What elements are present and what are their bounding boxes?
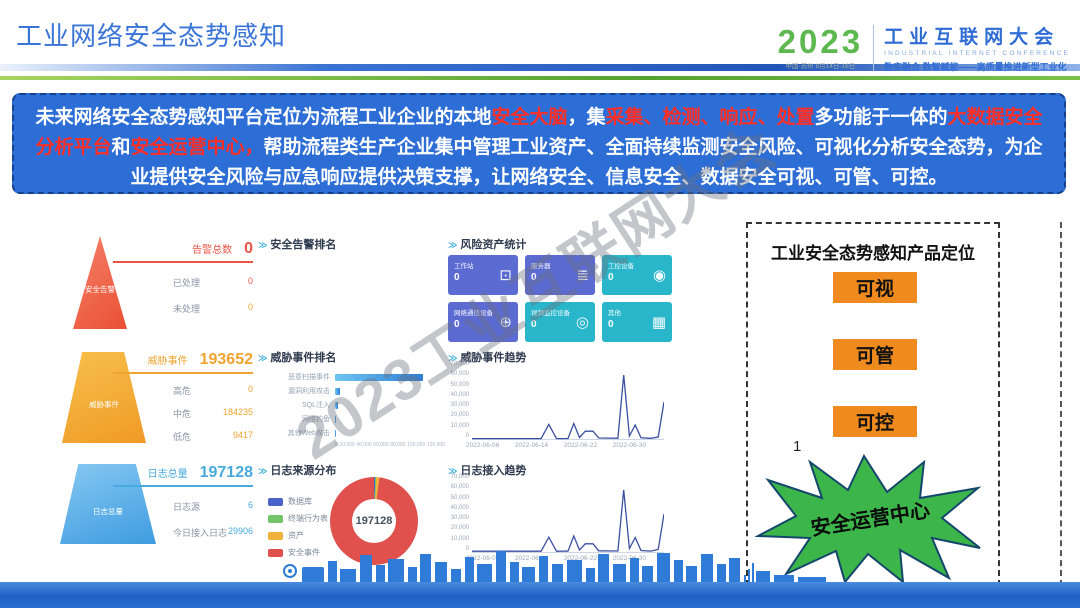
bar: [335, 415, 337, 423]
donut-legend: 数据库 终端行为表 资产 安全事件: [268, 496, 328, 564]
bar-row: 其他Web攻击: [287, 429, 336, 437]
section-title-log-trend: ≫ 日志接入趋势: [448, 465, 527, 477]
alerts-total: 0: [244, 240, 253, 257]
stat-row: 高危 0: [173, 384, 253, 396]
stat-row: 日志源 6: [173, 500, 253, 512]
stat-row: 中危 184235: [173, 407, 253, 419]
chevrons-icon: ≫: [448, 466, 458, 476]
section-title-log-source: ≫ 日志来源分布: [258, 465, 337, 477]
chevrons-icon: ≫: [448, 240, 458, 250]
alerts-pyramid-label: 安全告警: [85, 285, 115, 295]
controllable-button[interactable]: 可控: [833, 406, 917, 437]
bar: [335, 373, 423, 381]
bar: [335, 401, 338, 409]
footnote-number: 1: [793, 438, 802, 455]
city-skyline: [283, 551, 826, 583]
x-axis: 2022-06-06 2022-06-14 2022-06-22 2022-06-30: [466, 442, 646, 449]
x-axis: 2022-06-06 2022-06-14 2022-06-22 2022-06-30: [466, 555, 646, 562]
legend-item: 终端行为表: [268, 513, 328, 524]
logo-slogan: 数实融合 数智赋能——高质量推进新型工业化: [884, 62, 1067, 72]
section-title-alert-rank: ≫ 安全告警排名: [258, 239, 337, 251]
tile-server: 服务器 0 ≣: [525, 255, 595, 295]
line-plot: [472, 374, 664, 440]
visible-button[interactable]: 可视: [833, 272, 917, 303]
stat-row: 今日接入日志 29906: [173, 526, 253, 538]
threats-title: 威胁事件: [147, 356, 188, 367]
plc-device-icon: ◉: [652, 267, 666, 284]
chevrons-icon: ≫: [258, 466, 268, 476]
section-title-threat-trend: ≫ 威胁事件趋势: [448, 352, 527, 364]
legend-item: 资产: [268, 530, 328, 541]
threat-trend-chart: 70,000 60,000 50,000 40,000 30,000 20,000 10,0…: [446, 361, 664, 449]
logs-title: 日志总量: [147, 469, 188, 480]
chevrons-icon: ≫: [258, 240, 268, 250]
legend-swatch: [268, 531, 283, 540]
conference-logo: 2023 中国·苏州 8月14日-16日 工业互联网大会 INDUSTRIAL …: [778, 22, 1070, 73]
logo-name: 工业互联网大会: [884, 27, 1060, 48]
tile-network-device: 网络通信设备 0 ⊕: [448, 302, 518, 342]
others-icon: ▦: [651, 314, 666, 331]
threat-rank-bar-chart: 恶意扫描事件 漏洞利用攻击 SQL注入 网络钓鱼 其他Web攻击 0 20,000…: [260, 370, 446, 448]
legend-item: 安全事件: [268, 547, 328, 558]
threats-total: 193652: [199, 351, 253, 368]
section-title-risk-assets: ≫ 风险资产统计: [448, 239, 527, 251]
log-source-donut-chart: 197128: [330, 477, 418, 565]
legend-item: 数据库: [268, 496, 328, 507]
risk-asset-tiles: 工作站 0 ⊡ 服务器 0 ≣ 工控设备 0 ◉ 网络通信设备 0 ⊕ 视频监控…: [448, 255, 672, 342]
bar: [335, 429, 336, 437]
bar-row: 漏洞利用攻击: [260, 384, 446, 398]
chevrons-icon: ≫: [448, 353, 458, 363]
logo-name-en: INDUSTRIAL INTERNET CONFERENCE: [884, 50, 1070, 57]
footer-band: [0, 582, 1080, 608]
starburst-shape: [754, 453, 982, 584]
legend-swatch: [268, 548, 283, 557]
manageable-button[interactable]: 可管: [833, 339, 917, 370]
logo-venue: 中国·苏州 8月14日-16日: [785, 63, 856, 70]
logs-total: 197128: [199, 464, 253, 481]
tile-others: 其他 0 ▦: [602, 302, 672, 342]
logo-year: 2023: [777, 23, 864, 60]
server-icon: ≣: [576, 267, 589, 284]
threats-pyramid-label: 威胁事件: [89, 400, 119, 410]
section-title-threat-rank: ≫ 威胁事件排名: [258, 352, 337, 364]
bar-row: SQL注入: [260, 398, 446, 412]
log-trend-chart: 70,000 60,000 50,000 40,000 30,000 20,000 10,0…: [446, 474, 664, 562]
y-axis: 70,000 60,000 50,000 40,000 30,000 20,000 10,0…: [450, 474, 469, 552]
bar: [335, 387, 340, 395]
tile-camera: 视频监控设备 0 ◎: [525, 302, 595, 342]
logs-stats: 日志总量 197128 日志源 6 今日接入日志 29906: [113, 464, 253, 539]
network-device-icon: ⊕: [499, 314, 512, 331]
threats-stats: 威胁事件 193652 高危 0 中危 184235 低危 9417: [113, 351, 253, 443]
workstation-icon: ⊡: [499, 267, 512, 284]
camera-icon: ◎: [575, 314, 589, 331]
stat-row: 低危 9417: [173, 430, 253, 442]
y-axis: 70,000 60,000 50,000 40,000 30,000 20,000 10,0…: [450, 361, 469, 439]
bar-row: 恶意扫描事件: [260, 370, 446, 384]
legend-swatch: [268, 497, 283, 506]
alerts-stats: 告警总数 0 已处理 0 未处理 0: [113, 240, 253, 315]
legend-swatch: [268, 514, 283, 523]
stat-row: 未处理 0: [173, 302, 253, 314]
alerts-rule: [113, 261, 253, 263]
outer-dashed-border: [1060, 222, 1062, 586]
alerts-title: 告警总数: [192, 245, 233, 256]
logo-divider: [873, 24, 875, 71]
tile-workstation: 工作站 0 ⊡: [448, 255, 518, 295]
threats-rule: [113, 372, 253, 374]
bar-row: 网络钓鱼: [260, 412, 446, 426]
panel-title: 工业安全态势感知产品定位: [771, 244, 975, 263]
header-rule-blue: [0, 64, 1080, 71]
chevrons-icon: ≫: [258, 353, 268, 363]
stat-row: 已处理 0: [173, 276, 253, 288]
bar-axis: 0 20,000 40,000 60,000 80,000 100,000 120,000: [335, 442, 445, 448]
line-plot: [472, 489, 664, 553]
page-title: 工业网络安全态势感知: [16, 21, 287, 51]
logs-rule: [113, 485, 253, 487]
intro-banner: 未来网络安全态势感知平台定位为流程工业企业的本地安全大脑，集采集、检测、响应、处…: [12, 93, 1066, 194]
donut-center-value: 197128: [355, 515, 393, 527]
logs-pyramid-label: 日志总量: [93, 506, 123, 516]
header-rule-green: [0, 76, 1080, 80]
tile-plc-device: 工控设备 0 ◉: [602, 255, 672, 295]
